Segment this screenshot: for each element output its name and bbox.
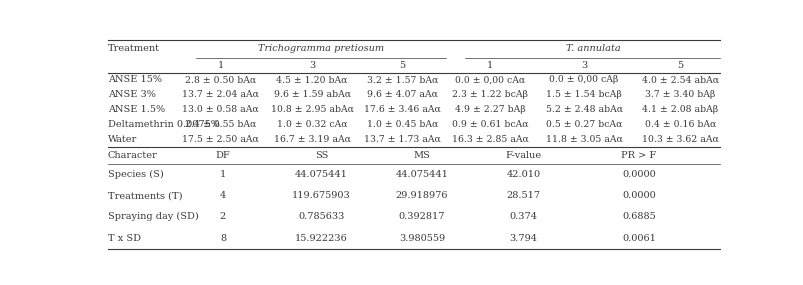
Text: ANSE 3%: ANSE 3% bbox=[108, 90, 156, 99]
Text: Deltamethrin 0.0075%: Deltamethrin 0.0075% bbox=[108, 120, 219, 129]
Text: Treatment: Treatment bbox=[108, 44, 160, 53]
Text: 0.374: 0.374 bbox=[509, 212, 537, 221]
Text: 1.5 ± 1.54 bcAβ: 1.5 ± 1.54 bcAβ bbox=[545, 90, 622, 99]
Text: 1: 1 bbox=[219, 170, 226, 179]
Text: 1: 1 bbox=[487, 61, 493, 70]
Text: 0.0 ± 0,00 cAβ: 0.0 ± 0,00 cAβ bbox=[548, 76, 618, 84]
Text: 0.0061: 0.0061 bbox=[622, 234, 655, 243]
Text: 28.517: 28.517 bbox=[506, 191, 540, 200]
Text: 8: 8 bbox=[219, 234, 226, 243]
Text: 9.6 ± 1.59 abAα: 9.6 ± 1.59 abAα bbox=[273, 90, 350, 99]
Text: 17.5 ± 2.50 aAα: 17.5 ± 2.50 aAα bbox=[182, 135, 259, 144]
Text: SS: SS bbox=[314, 150, 328, 160]
Text: 4.9 ± 2.27 bAβ: 4.9 ± 2.27 bAβ bbox=[454, 105, 525, 114]
Text: 2.3 ± 1.22 bcAβ: 2.3 ± 1.22 bcAβ bbox=[452, 90, 528, 99]
Text: 0.6885: 0.6885 bbox=[622, 212, 655, 221]
Text: 10.8 ± 2.95 abAα: 10.8 ± 2.95 abAα bbox=[271, 105, 353, 114]
Text: 0.4 ± 0.16 bAα: 0.4 ± 0.16 bAα bbox=[644, 120, 715, 129]
Text: 2.8 ± 0.50 bAα: 2.8 ± 0.50 bAα bbox=[185, 76, 256, 84]
Text: 13.7 ± 1.73 aAα: 13.7 ± 1.73 aAα bbox=[364, 135, 441, 144]
Text: MS: MS bbox=[414, 150, 430, 160]
Text: ANSE 1.5%: ANSE 1.5% bbox=[108, 105, 165, 114]
Text: 13.0 ± 0.58 aAα: 13.0 ± 0.58 aAα bbox=[182, 105, 259, 114]
Text: Treatments (T): Treatments (T) bbox=[108, 191, 182, 200]
Text: Spraying day (SD): Spraying day (SD) bbox=[108, 212, 198, 221]
Text: ANSE 15%: ANSE 15% bbox=[108, 76, 161, 84]
Text: 0.9 ± 0.61 bcAα: 0.9 ± 0.61 bcAα bbox=[451, 120, 528, 129]
Text: 0.0 ± 0,00 cAα: 0.0 ± 0,00 cAα bbox=[454, 76, 524, 84]
Text: 1.0 ± 0.32 cAα: 1.0 ± 0.32 cAα bbox=[276, 120, 347, 129]
Text: 11.8 ± 3.05 aAα: 11.8 ± 3.05 aAα bbox=[545, 135, 622, 144]
Text: 2.4 ± 0.55 bAα: 2.4 ± 0.55 bAα bbox=[185, 120, 256, 129]
Text: 9.6 ± 4.07 aAα: 9.6 ± 4.07 aAα bbox=[367, 90, 438, 99]
Text: 16.7 ± 3.19 aAα: 16.7 ± 3.19 aAα bbox=[273, 135, 350, 144]
Text: 42.010: 42.010 bbox=[506, 170, 540, 179]
Text: 3: 3 bbox=[308, 61, 315, 70]
Text: 1.0 ± 0.45 bAα: 1.0 ± 0.45 bAα bbox=[367, 120, 438, 129]
Text: 4.0 ± 2.54 abAα: 4.0 ± 2.54 abAα bbox=[641, 76, 718, 84]
Text: 16.3 ± 2.85 aAα: 16.3 ± 2.85 aAα bbox=[451, 135, 528, 144]
Text: Water: Water bbox=[108, 135, 137, 144]
Text: F-value: F-value bbox=[505, 150, 541, 160]
Text: 3.980559: 3.980559 bbox=[398, 234, 445, 243]
Text: 0.0000: 0.0000 bbox=[622, 170, 655, 179]
Text: Species (S): Species (S) bbox=[108, 170, 164, 179]
Text: 13.7 ± 2.04 aAα: 13.7 ± 2.04 aAα bbox=[182, 90, 259, 99]
Text: 3.794: 3.794 bbox=[509, 234, 537, 243]
Text: 4.1 ± 2.08 abAβ: 4.1 ± 2.08 abAβ bbox=[642, 105, 717, 114]
Text: 0.392817: 0.392817 bbox=[398, 212, 445, 221]
Text: PR > F: PR > F bbox=[621, 150, 656, 160]
Text: 10.3 ± 3.62 aAα: 10.3 ± 3.62 aAα bbox=[641, 135, 718, 144]
Text: 5: 5 bbox=[676, 61, 683, 70]
Text: 5: 5 bbox=[399, 61, 406, 70]
Text: 17.6 ± 3.46 aAα: 17.6 ± 3.46 aAα bbox=[364, 105, 441, 114]
Text: 29.918976: 29.918976 bbox=[395, 191, 448, 200]
Text: 44.075441: 44.075441 bbox=[395, 170, 448, 179]
Text: 0.785633: 0.785633 bbox=[298, 212, 344, 221]
Text: 3.7 ± 3.40 bAβ: 3.7 ± 3.40 bAβ bbox=[644, 90, 715, 99]
Text: 3: 3 bbox=[581, 61, 586, 70]
Text: DF: DF bbox=[215, 150, 230, 160]
Text: T. annulata: T. annulata bbox=[565, 44, 620, 53]
Text: Trichogramma pretiosum: Trichogramma pretiosum bbox=[258, 44, 384, 53]
Text: 119.675903: 119.675903 bbox=[291, 191, 350, 200]
Text: 44.075441: 44.075441 bbox=[295, 170, 348, 179]
Text: 4.5 ± 1.20 bAα: 4.5 ± 1.20 bAα bbox=[276, 76, 348, 84]
Text: Character: Character bbox=[108, 150, 157, 160]
Text: 2: 2 bbox=[219, 212, 226, 221]
Text: 3.2 ± 1.57 bAα: 3.2 ± 1.57 bAα bbox=[367, 76, 438, 84]
Text: 1: 1 bbox=[218, 61, 223, 70]
Text: 15.922236: 15.922236 bbox=[295, 234, 348, 243]
Text: 4: 4 bbox=[219, 191, 226, 200]
Text: 0.0000: 0.0000 bbox=[622, 191, 655, 200]
Text: 5.2 ± 2.48 abAα: 5.2 ± 2.48 abAα bbox=[545, 105, 622, 114]
Text: T x SD: T x SD bbox=[108, 234, 141, 243]
Text: 0.5 ± 0.27 bcAα: 0.5 ± 0.27 bcAα bbox=[545, 120, 622, 129]
